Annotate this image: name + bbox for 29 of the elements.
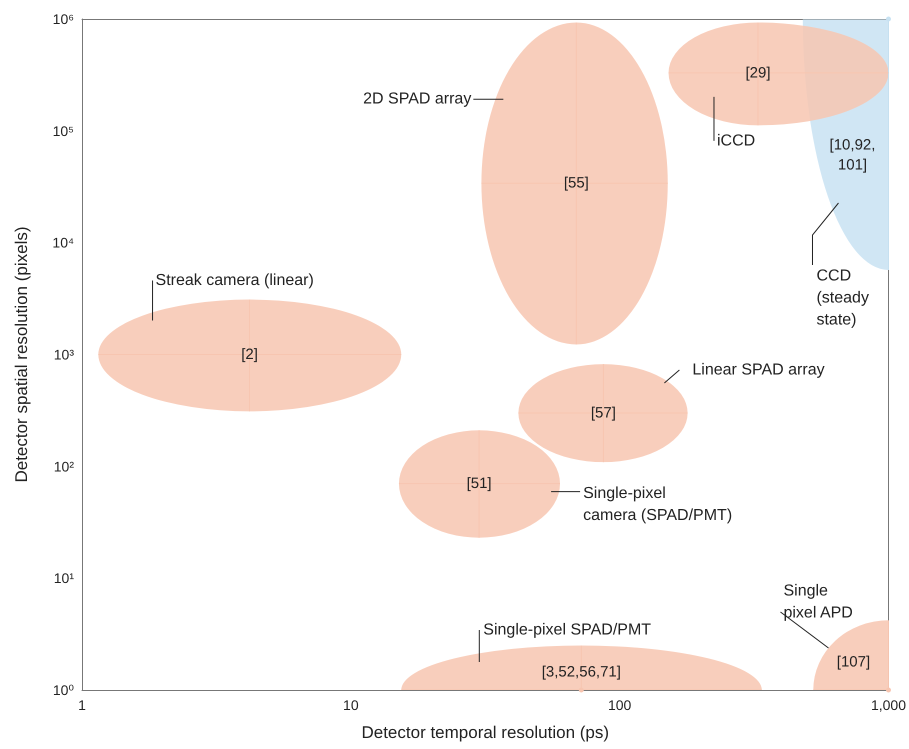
y-tick-label: 10⁵ <box>52 122 74 139</box>
x-tick-label: 1 <box>78 697 86 713</box>
x-axis-title: Detector temporal resolution (ps) <box>361 723 610 742</box>
annotation: CCD (steady state) <box>816 268 869 328</box>
y-tick-label: 10¹ <box>54 570 74 586</box>
annotation: [57] <box>590 404 616 422</box>
y-tick-label: 10⁴ <box>52 234 74 251</box>
annotation: iCCD <box>716 132 756 150</box>
annotation: Linear SPAD array <box>692 361 825 378</box>
annotation: [107] <box>836 654 870 670</box>
y-tick-label: 10² <box>54 458 74 474</box>
annotation: [2] <box>241 346 258 363</box>
annotation: Single-pixel SPAD/PMT <box>483 622 652 638</box>
annotation: 2D SPAD array <box>363 90 472 108</box>
annotation: [10,92, 101] <box>830 136 876 174</box>
x-tick-label: 10 <box>343 697 359 713</box>
annotation: [3,52,56,71] <box>542 664 621 680</box>
y-tick-label: 10⁶ <box>52 11 74 27</box>
annotation: Single-pixel camera (SPAD/PMT) <box>583 485 732 524</box>
annotation: Single pixel APD <box>783 582 853 622</box>
x-tick-label: 1,000 <box>870 697 906 713</box>
y-tick-label: 10⁰ <box>52 682 74 698</box>
y-tick-label: 10³ <box>54 346 74 362</box>
x-tick-label: 100 <box>608 697 632 713</box>
annotation: Streak camera (linear) <box>156 272 314 289</box>
annotation: [51] <box>466 475 492 492</box>
annotation: [55] <box>564 174 589 192</box>
y-axis-title: Detector spatial resolution (pixels) <box>12 226 31 483</box>
annotation: [29] <box>745 64 770 82</box>
